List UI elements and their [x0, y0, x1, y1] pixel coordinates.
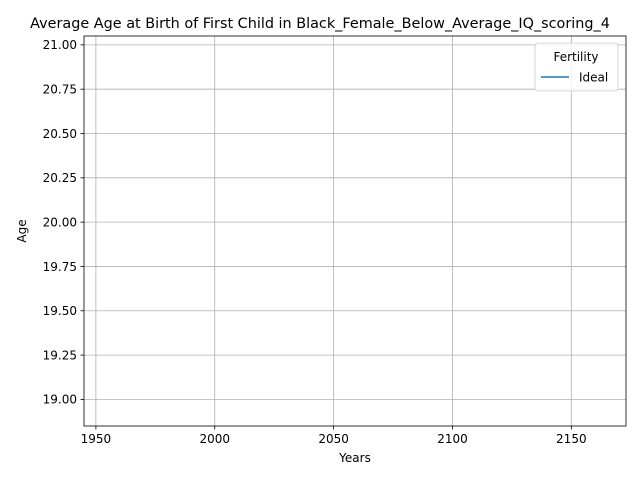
y-axis-label: Age [15, 219, 29, 242]
x-axis-label: Years [338, 451, 371, 465]
x-tick-label: 2000 [199, 432, 230, 446]
x-tick-label: 2100 [437, 432, 468, 446]
chart-title: Average Age at Birth of First Child in B… [30, 16, 610, 32]
plot-area [84, 36, 626, 426]
legend-label-ideal: Ideal [579, 71, 608, 85]
y-ticks: 19.00 19.25 19.50 19.75 20.00 20.25 20.50 20.75… [43, 38, 84, 407]
y-tick-label: 20.25 [43, 171, 77, 185]
y-tick-label: 19.75 [43, 260, 77, 274]
y-tick-label: 19.50 [43, 304, 77, 318]
y-tick-label: 21.00 [43, 38, 77, 52]
x-tick-label: 2050 [318, 432, 349, 446]
x-tick-label: 2150 [556, 432, 587, 446]
x-tick-label: 1950 [81, 432, 112, 446]
y-tick-label: 20.00 [43, 215, 77, 229]
grid [84, 36, 626, 426]
y-tick-label: 19.00 [43, 393, 77, 407]
legend: Fertility Ideal [534, 42, 619, 92]
x-ticks: 1950 2000 2050 2100 2150 [81, 426, 587, 446]
y-tick-label: 20.75 [43, 82, 77, 96]
y-tick-label: 19.25 [43, 348, 77, 362]
plot-frame [83, 35, 627, 427]
legend-box [534, 42, 619, 92]
legend-title: Fertility [553, 50, 598, 64]
y-tick-label: 20.50 [43, 127, 77, 141]
